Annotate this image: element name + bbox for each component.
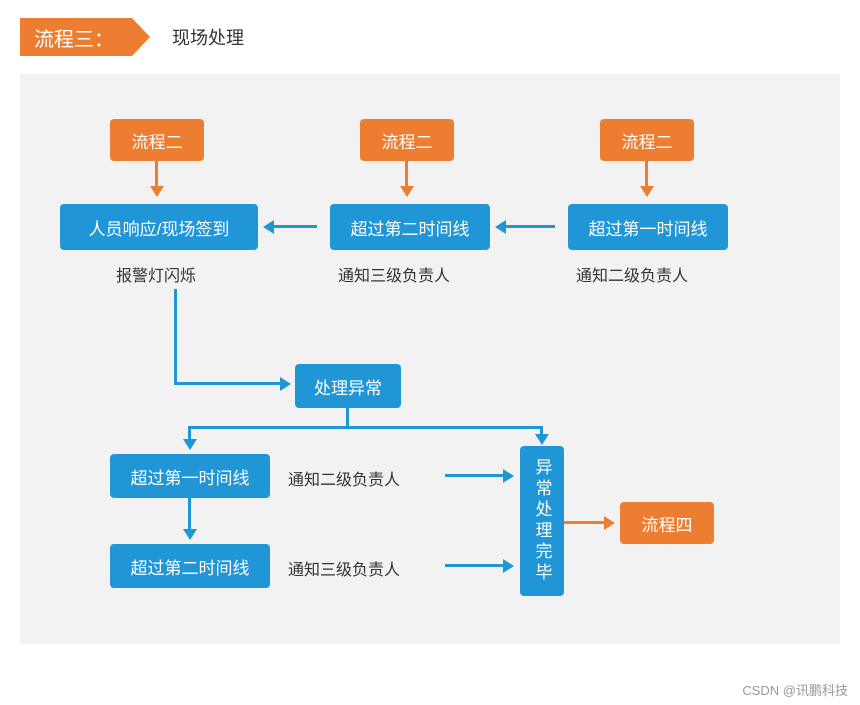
arrow: [273, 225, 317, 228]
arrow: [645, 161, 648, 187]
flowchart-canvas: 流程二 流程二 流程二 人员响应/现场签到 超过第二时间线 超过第一时间线 报警…: [20, 74, 840, 644]
node-process2-a: 流程二: [110, 119, 204, 161]
node-process4: 流程四: [620, 502, 714, 544]
watermark: CSDN @讯鹏科技: [742, 680, 848, 699]
arrow: [445, 564, 503, 567]
arrow-head: [503, 469, 514, 483]
node-done: 异常处理完毕: [520, 446, 564, 596]
node-time1: 超过第一时间线: [568, 204, 728, 250]
arrow: [346, 408, 349, 428]
node-handle-exception: 处理异常: [295, 364, 401, 408]
header: 流程三： 现场处理: [20, 18, 860, 56]
arrow-head: [183, 529, 197, 540]
arrow-head: [640, 186, 654, 197]
arrow: [174, 382, 280, 385]
arrow: [188, 426, 191, 440]
label-notify3: 通知三级负责人: [338, 262, 450, 286]
label-notify2: 通知二级负责人: [576, 262, 688, 286]
header-subtitle: 现场处理: [172, 24, 244, 50]
node-signin: 人员响应/现场签到: [60, 204, 258, 250]
node-t1: 超过第一时间线: [110, 454, 270, 498]
arrow: [174, 289, 177, 385]
label-notify3b: 通知三级负责人: [288, 556, 400, 580]
node-time2: 超过第二时间线: [330, 204, 490, 250]
label-notify2b: 通知二级负责人: [288, 466, 400, 490]
arrow: [445, 474, 503, 477]
arrow: [188, 426, 543, 429]
arrow: [155, 161, 158, 187]
arrow-head: [604, 516, 615, 530]
node-process2-b: 流程二: [360, 119, 454, 161]
arrow-head: [503, 559, 514, 573]
node-process2-c: 流程二: [600, 119, 694, 161]
node-t2: 超过第二时间线: [110, 544, 270, 588]
label-alarm: 报警灯闪烁: [116, 262, 196, 286]
arrow-head: [150, 186, 164, 197]
header-tag: 流程三：: [20, 18, 132, 56]
arrow: [564, 521, 604, 524]
arrow: [188, 498, 191, 530]
arrow: [505, 225, 555, 228]
arrow-head: [495, 220, 506, 234]
arrow: [405, 161, 408, 187]
arrow-head: [263, 220, 274, 234]
arrow-head: [183, 439, 197, 450]
arrow-head: [400, 186, 414, 197]
arrow-head: [535, 434, 549, 445]
arrow-head: [280, 377, 291, 391]
